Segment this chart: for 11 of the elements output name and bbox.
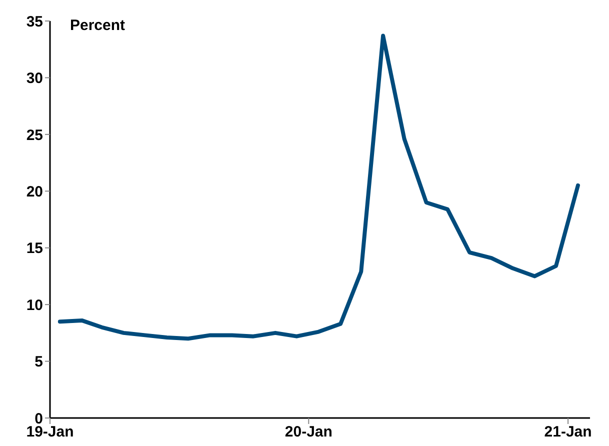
x-tick-label: 21-Jan	[544, 424, 592, 441]
y-tick-label: 25	[26, 126, 43, 144]
y-tick-label: 20	[26, 183, 43, 200]
y-tick-label: 15	[26, 240, 43, 258]
line-series	[58, 34, 580, 341]
x-tick-label: 20-Jan	[284, 424, 332, 441]
y-tick-label: 5	[34, 354, 43, 371]
y-tick-label: 10	[26, 296, 43, 314]
y-axis-title: Percent	[70, 17, 126, 34]
y-tick-label: 30	[26, 70, 43, 88]
y-tick-label: 35	[26, 13, 43, 30]
